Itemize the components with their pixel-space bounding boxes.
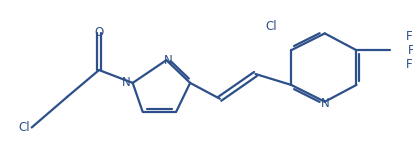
Text: F: F — [405, 58, 412, 71]
Text: F: F — [407, 44, 413, 57]
Text: N: N — [122, 76, 131, 89]
Text: Cl: Cl — [265, 20, 276, 33]
Text: Cl: Cl — [18, 121, 30, 134]
Text: O: O — [94, 26, 103, 39]
Text: N: N — [164, 54, 172, 67]
Text: F: F — [405, 30, 412, 43]
Text: N: N — [320, 97, 328, 110]
